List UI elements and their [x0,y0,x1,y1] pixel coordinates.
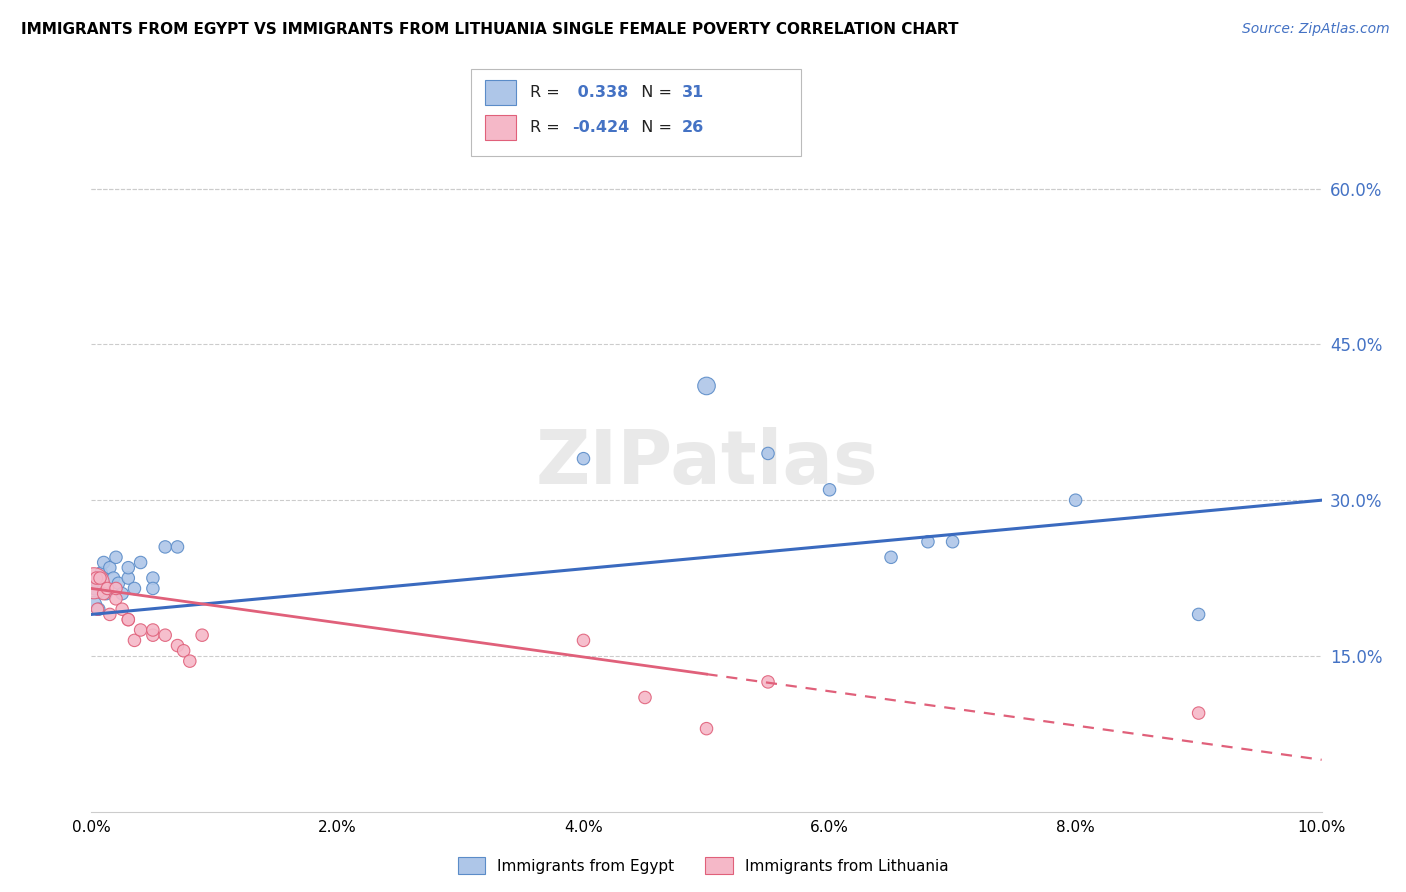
Text: Source: ZipAtlas.com: Source: ZipAtlas.com [1241,22,1389,37]
Text: N =: N = [631,120,678,135]
Point [129,623,152,637]
Point [756,674,779,689]
Point [105,591,127,606]
Point [1064,493,1087,508]
Point [756,446,779,460]
Point [166,639,188,653]
Point [93,587,115,601]
Point [93,582,115,596]
Point [87,602,110,616]
Point [96,587,117,601]
Point [117,560,139,574]
Point [103,571,125,585]
Text: R =: R = [530,86,565,100]
Point [89,571,111,585]
Point [142,582,165,596]
Point [111,602,134,616]
Text: R =: R = [530,120,565,135]
Point [124,582,146,596]
Point [90,566,112,580]
Point [86,576,108,591]
Point [129,556,152,570]
Point [696,379,718,393]
Point [124,633,146,648]
Point [166,540,188,554]
Point [572,451,595,466]
Text: 31: 31 [682,86,704,100]
Point [96,582,118,596]
Point [917,534,939,549]
Point [117,571,139,585]
Legend: Immigrants from Egypt, Immigrants from Lithuania: Immigrants from Egypt, Immigrants from L… [451,851,955,880]
Point [1187,607,1209,622]
Point [98,560,121,574]
Point [86,571,108,585]
Point [107,576,129,591]
Point [84,582,107,596]
Point [142,628,165,642]
Point [105,550,127,565]
Point [1187,706,1209,720]
Point [83,576,105,591]
Text: 26: 26 [682,120,704,135]
Point [880,550,903,565]
Point [142,571,165,585]
Point [179,654,201,668]
Text: -0.424: -0.424 [572,120,630,135]
Point [89,571,111,585]
Point [93,556,115,570]
Text: 0.338: 0.338 [572,86,628,100]
Point [818,483,841,497]
Point [117,613,139,627]
Point [191,628,214,642]
Point [105,582,127,596]
Point [98,607,121,622]
Point [634,690,657,705]
Point [942,534,965,549]
Point [83,597,105,611]
Point [86,602,108,616]
Text: ZIPatlas: ZIPatlas [536,427,877,500]
Point [153,540,177,554]
Point [142,623,165,637]
Point [696,722,718,736]
Point [572,633,595,648]
Point [111,587,134,601]
Text: IMMIGRANTS FROM EGYPT VS IMMIGRANTS FROM LITHUANIA SINGLE FEMALE POVERTY CORRELA: IMMIGRANTS FROM EGYPT VS IMMIGRANTS FROM… [21,22,959,37]
Point [173,644,195,658]
Text: N =: N = [631,86,678,100]
Point [153,628,177,642]
Point [117,613,139,627]
